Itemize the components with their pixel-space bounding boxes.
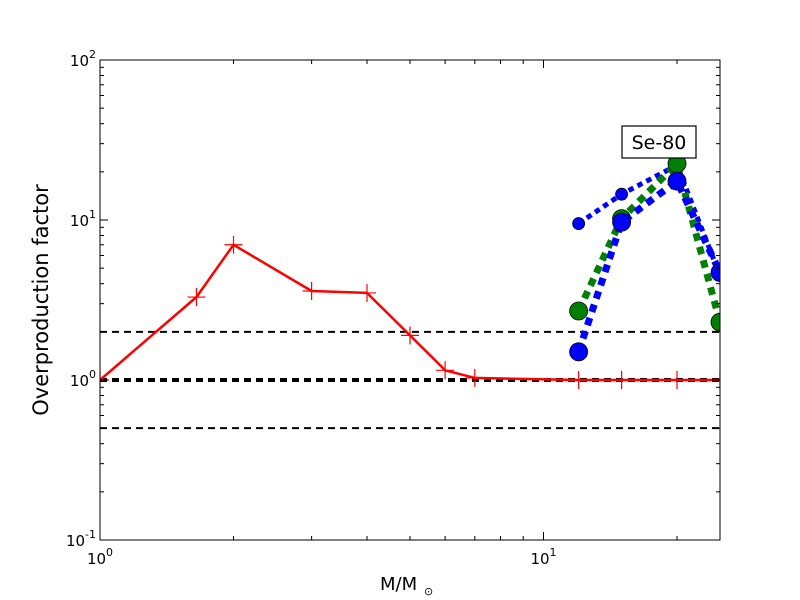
- x-axis-label-sub: ⊙: [424, 585, 433, 598]
- x-tick-label-1: 101: [530, 546, 556, 568]
- series-3-point-1: [612, 212, 632, 232]
- series-3: [569, 171, 720, 362]
- series-2-point-3: [710, 312, 720, 332]
- annotation-frame: [621, 125, 697, 159]
- y-tick-label-2: 101: [70, 208, 96, 230]
- series-3-line: [575, 177, 720, 353]
- y-tick-label-3: 102: [70, 48, 96, 70]
- series-0-point-10: [668, 371, 687, 389]
- annotation-label: Se-80: [632, 132, 687, 154]
- series-2-line: [575, 160, 720, 324]
- series-0-point-7: [465, 368, 484, 387]
- series-0-line: [100, 243, 720, 382]
- y-tick-label-1: 100: [70, 368, 96, 390]
- x-axis-label-main: M/M: [380, 574, 417, 595]
- x-tick-label-0: 100: [87, 546, 113, 568]
- series-0: [100, 235, 720, 389]
- series-0-point-9: [612, 371, 631, 389]
- x-axis-label: M/M ⊙: [380, 574, 433, 598]
- series-layer: [100, 154, 720, 389]
- series-0-point-5: [401, 326, 419, 345]
- plot-frame: [99, 59, 721, 541]
- y-axis-label: Overproduction factor: [29, 184, 53, 416]
- series-1-point-0: [572, 217, 586, 230]
- annotation-box: Se-80: [621, 125, 697, 159]
- series-0-point-2: [224, 235, 243, 254]
- series-1-line: [577, 162, 720, 277]
- series-3-point-0: [569, 342, 589, 362]
- series-3-point-2: [667, 171, 687, 191]
- series-0-point-8: [569, 371, 588, 389]
- series-1-point-1: [615, 187, 629, 201]
- series-0-point-1: [187, 288, 206, 307]
- y-tick-label-0: 10-1: [66, 528, 96, 550]
- series-0-point-3: [302, 281, 321, 300]
- series-0-point-6: [436, 361, 455, 380]
- series-2-point-0: [569, 301, 589, 321]
- series-0-point-4: [358, 283, 377, 302]
